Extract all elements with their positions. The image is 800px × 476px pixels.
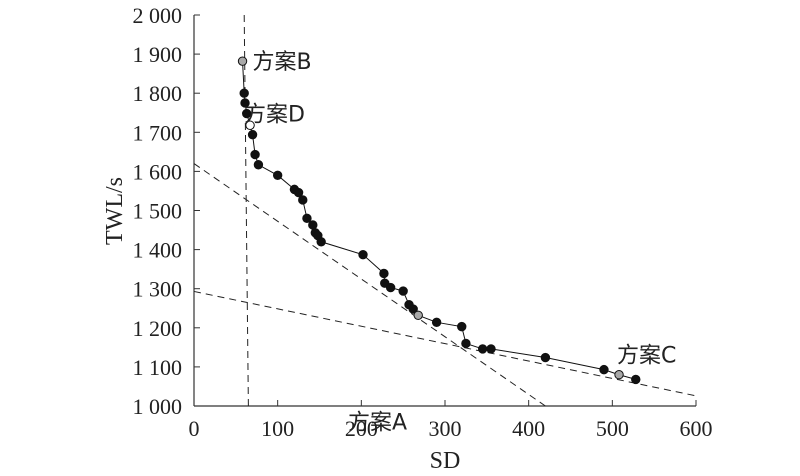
data-point xyxy=(316,237,326,247)
data-point xyxy=(245,120,255,130)
data-point xyxy=(431,317,442,328)
data-point xyxy=(253,160,264,170)
data-point xyxy=(250,149,260,160)
y-tick-label: 1 900 xyxy=(133,42,183,67)
data-point xyxy=(398,286,408,296)
x-tick-label: 0 xyxy=(189,416,200,441)
pareto-front-line xyxy=(242,61,636,380)
y-axis-title: TWL/s xyxy=(102,177,128,245)
data-point xyxy=(413,310,423,320)
data-point xyxy=(457,321,467,332)
x-tick-label: 100 xyxy=(261,416,294,441)
data-point xyxy=(302,213,312,224)
data-point xyxy=(461,338,471,349)
x-axis-ticks: 0 100 200 300 400 500 600 xyxy=(189,400,713,441)
point-annotation: 方案D xyxy=(244,102,305,127)
y-tick-label: 2 000 xyxy=(133,3,183,28)
y-tick-label: 1 500 xyxy=(133,199,183,224)
data-point xyxy=(308,220,318,230)
data-point xyxy=(631,374,641,385)
point-annotation: 方案C xyxy=(617,344,676,369)
x-tick-label: 600 xyxy=(680,416,713,441)
data-points xyxy=(237,56,641,385)
reference-line xyxy=(193,290,697,397)
data-point xyxy=(486,344,496,354)
data-point xyxy=(358,249,368,260)
reference-lines xyxy=(193,14,697,407)
point-annotation: 方案A xyxy=(348,410,407,435)
y-tick-label: 1 000 xyxy=(133,394,183,419)
data-point xyxy=(614,370,624,380)
data-point xyxy=(272,170,283,181)
x-tick-label: 200 xyxy=(345,416,378,441)
data-point xyxy=(237,56,248,66)
data-point xyxy=(240,98,250,108)
x-tick-label: 400 xyxy=(512,416,545,441)
data-point xyxy=(408,304,418,314)
y-tick-label: 1 200 xyxy=(133,316,183,341)
data-point xyxy=(239,88,249,98)
y-tick-label: 1 400 xyxy=(133,238,183,263)
data-point xyxy=(298,195,308,205)
y-tick-label: 1 600 xyxy=(133,159,183,184)
data-point xyxy=(379,268,389,279)
y-tick-label: 1 800 xyxy=(133,81,183,106)
y-tick-label: 1 100 xyxy=(133,355,183,380)
data-point xyxy=(385,282,396,293)
x-axis-title: SD xyxy=(430,448,461,474)
annotations: 方案B 方案D 方案A 方案C xyxy=(244,50,676,435)
y-tick-label: 1 700 xyxy=(133,120,183,145)
y-axis-ticks: 1 000 1 100 1 200 1 300 1 400 1 500 1 600 1 700… xyxy=(133,3,200,419)
axes: 0 100 200 300 400 500 600 1 000 1 100 1 200 1 300… xyxy=(102,3,713,474)
data-point xyxy=(242,108,252,119)
data-point xyxy=(293,187,304,198)
y-tick-label: 1 300 xyxy=(133,277,183,302)
data-point xyxy=(599,364,609,375)
reference-line xyxy=(243,14,249,407)
x-tick-label: 300 xyxy=(429,416,462,441)
data-point xyxy=(247,129,258,140)
point-annotation: 方案B xyxy=(253,50,312,75)
x-tick-label: 500 xyxy=(596,416,629,441)
data-point xyxy=(540,352,551,363)
data-point xyxy=(477,344,488,354)
